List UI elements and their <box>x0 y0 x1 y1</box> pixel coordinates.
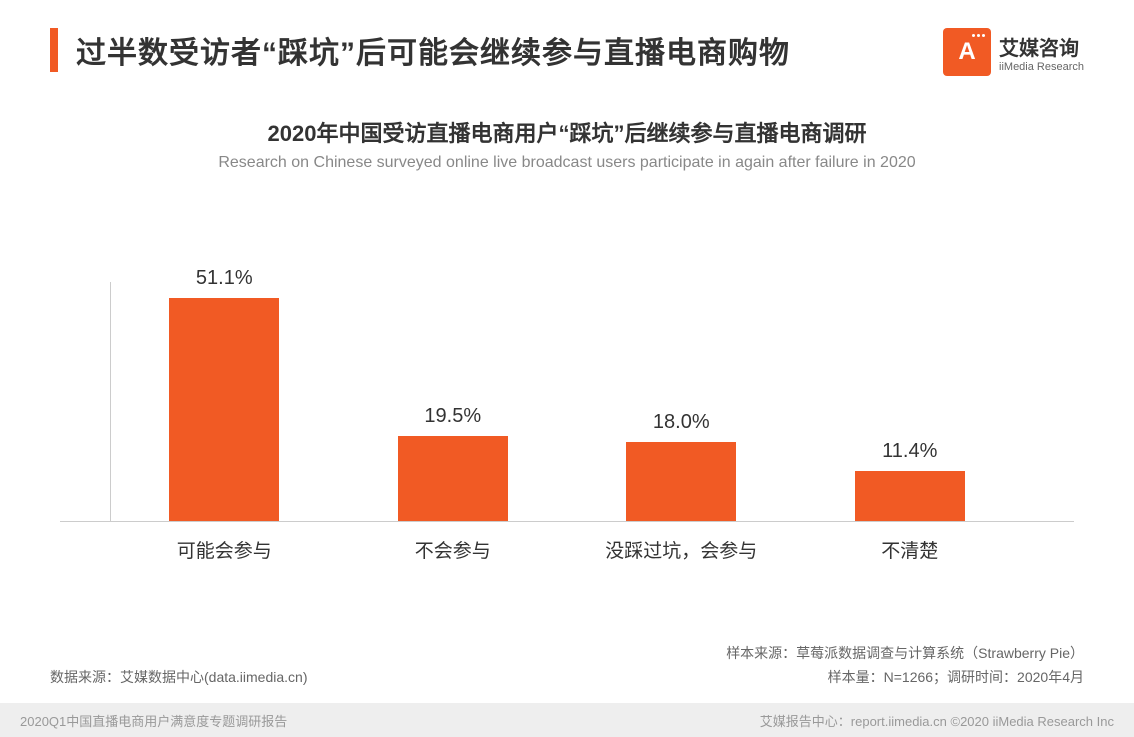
axis-label: 不会参与 <box>363 536 543 563</box>
copyright: 艾媒报告中心：report.iimedia.cn ©2020 iiMedia R… <box>760 711 1114 730</box>
bar <box>169 298 279 521</box>
title-block: 过半数受访者“踩坑”后可能会继续参与直播电商购物 <box>50 28 790 72</box>
bars-container: 51.1% 19.5% 18.0% 11.4% <box>60 222 1074 522</box>
axis-labels: 可能会参与 不会参与 没踩过坑，会参与 不清楚 <box>60 522 1074 563</box>
bar-group: 51.1% <box>134 267 314 521</box>
chart-title-en: Research on Chinese surveyed online live… <box>60 154 1074 172</box>
report-name: 2020Q1中国直播电商用户满意度专题调研报告 <box>20 711 287 730</box>
axis-label: 可能会参与 <box>134 536 314 563</box>
sample-source: 样本来源：草莓派数据调查与计算系统（Strawberry Pie） <box>726 643 1084 663</box>
accent-bar <box>50 28 58 72</box>
bar-value-label: 11.4% <box>882 440 937 463</box>
sample-size: 样本量：N=1266；调研时间：2020年4月 <box>726 667 1084 687</box>
bar <box>855 471 965 521</box>
bar <box>398 436 508 521</box>
logo-text: 艾媒咨询 iiMedia Research <box>999 32 1084 73</box>
logo-icon: A <box>943 28 991 76</box>
brand-logo: A 艾媒咨询 iiMedia Research <box>943 28 1084 76</box>
bar <box>626 442 736 521</box>
chart-title-cn: 2020年中国受访直播电商用户“踩坑”后继续参与直播电商调研 <box>60 116 1074 148</box>
brand-name-en: iiMedia Research <box>999 61 1084 73</box>
axis-label: 没踩过坑，会参与 <box>591 536 771 563</box>
chart-area: 2020年中国受访直播电商用户“踩坑”后继续参与直播电商调研 Research … <box>0 76 1134 563</box>
footer: 数据来源：艾媒数据中心(data.iimedia.cn) 样本来源：草莓派数据调… <box>0 639 1134 687</box>
bar-group: 11.4% <box>820 440 1000 521</box>
bar-value-label: 18.0% <box>653 411 710 434</box>
bar-value-label: 51.1% <box>196 267 253 290</box>
bar-value-label: 19.5% <box>424 405 481 428</box>
axis-label: 不清楚 <box>820 536 1000 563</box>
footer-right: 样本来源：草莓派数据调查与计算系统（Strawberry Pie） 样本量：N=… <box>726 639 1084 687</box>
bar-group: 18.0% <box>591 411 771 521</box>
brand-name-cn: 艾媒咨询 <box>999 32 1084 61</box>
header: 过半数受访者“踩坑”后可能会继续参与直播电商购物 A 艾媒咨询 iiMedia … <box>0 0 1134 76</box>
page-title: 过半数受访者“踩坑”后可能会继续参与直播电商购物 <box>76 28 790 72</box>
bar-group: 19.5% <box>363 405 543 521</box>
bottom-strip: 2020Q1中国直播电商用户满意度专题调研报告 艾媒报告中心：report.ii… <box>0 703 1134 737</box>
data-source: 数据来源：艾媒数据中心(data.iimedia.cn) <box>50 667 308 687</box>
